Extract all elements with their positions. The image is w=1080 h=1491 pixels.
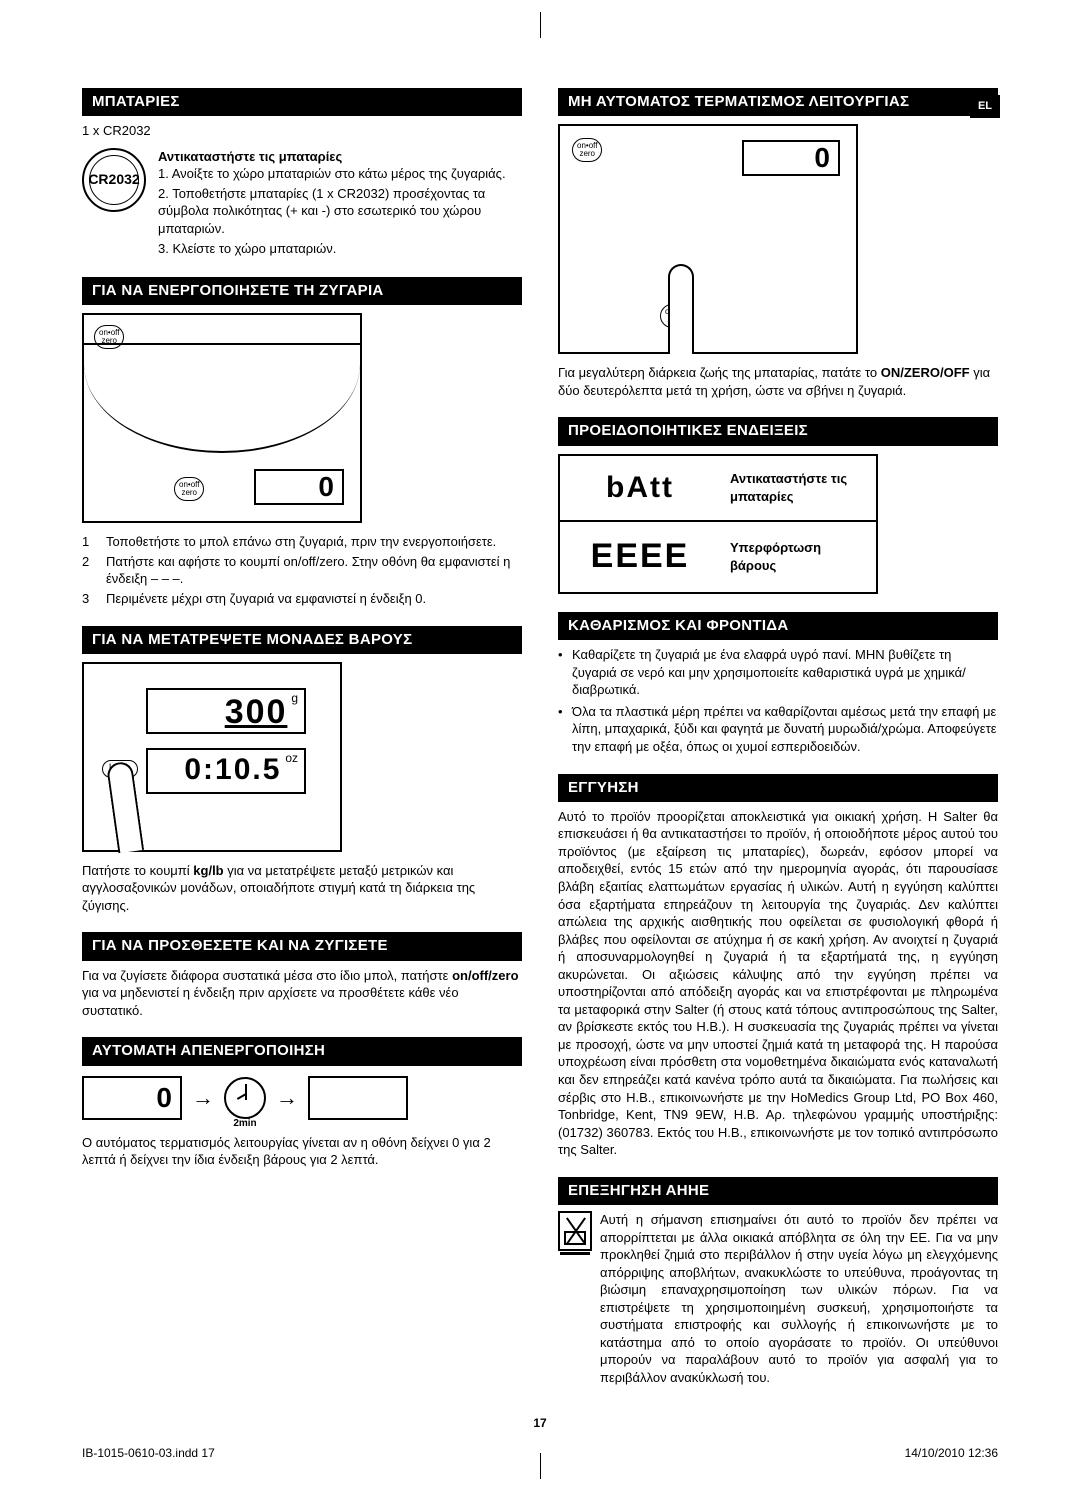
finger-icon [668, 264, 694, 354]
table-row: bAtt Αντικαταστήστε τις μπαταρίες [560, 456, 876, 523]
warranty-body: Αυτό το προϊόν προορίζεται αποκλειστικά … [558, 808, 998, 1159]
footer-date: 14/10/2010 12:36 [905, 1445, 998, 1461]
heading-add-weigh: ΓΙΑ ΝΑ ΠΡΟΣΘΕΣΕΤΕ ΚΑΙ ΝΑ ΖΥΓΙΣΕΤΕ [82, 932, 522, 960]
instruction-3: 3. Κλείστε το χώρο μπαταριών. [158, 240, 522, 258]
warning-label: Αντικαταστήστε τις μπαταρίες [720, 464, 876, 511]
section-manual-off: ΜΗ ΑΥΤΟΜΑΤΟΣ ΤΕΡΜΑΤΙΣΜΟΣ ΛΕΙΤΟΥΡΓΙΑΣ on•… [558, 88, 998, 399]
section-warranty: ΕΓΓΥΗΣΗ Αυτό το προϊόν προορίζεται αποκλ… [558, 774, 998, 1159]
table-row: EEEE Υπερφόρτωση βάρους [560, 522, 876, 592]
section-batteries: ΜΠΑΤΑΡΙΕΣ 1 x CR2032 CR2032 Αντικαταστήσ… [82, 88, 522, 259]
manual-off-body: Για μεγαλύτερη διάρκεια ζωής της μπαταρί… [558, 364, 998, 399]
weee-bin-icon [558, 1211, 592, 1251]
weee-body: Αυτή η σήμανση επισημαίνει ότι αυτό το π… [600, 1211, 998, 1386]
replace-heading: Αντικαταστήστε τις μπαταρίες [158, 148, 522, 166]
heading-turn-on: ΓΙΑ ΝΑ ΕΝΕΡΓΟΠΟΙΗΣΕΤΕ ΤΗ ΖΥΓΑΡΙΑ [82, 277, 522, 305]
unit-oz: oz [285, 751, 298, 765]
scale-diagram-1: on•off zero on•off zero 0 [82, 313, 362, 523]
section-cleaning: ΚΑΘΑΡΙΣΜΟΣ ΚΑΙ ΦΡΟΝΤΙΔΑ Καθαρίζετε τη ζυ… [558, 612, 998, 756]
footer-file: IB-1015-0610-03.indd 17 [82, 1445, 215, 1461]
battery-icon: CR2032 [82, 148, 146, 212]
page-number: 17 [0, 1415, 1080, 1431]
segment-batt: bAtt [560, 456, 720, 521]
display-icon: 0 [82, 1076, 182, 1120]
battery-label: CR2032 [88, 170, 139, 189]
display-value: 300 [225, 693, 288, 731]
turn-on-steps: 1Τοποθετήστε το μπολ επάνω στη ζυγαριά, … [82, 533, 522, 607]
instruction-1: 1. Ανοίξτε το χώρο μπαταριών στο κάτω μέ… [158, 165, 522, 183]
heading-weee: ΕΠΕΞΗΓΗΣΗ ΑΗΗΕ [558, 1177, 998, 1205]
bowl-outline-icon [84, 343, 360, 453]
footer: IB-1015-0610-03.indd 17 14/10/2010 12:36 [82, 1445, 998, 1461]
heading-warranty: ΕΓΓΥΗΣΗ [558, 774, 998, 802]
unit-g: g [291, 691, 298, 705]
finger-icon [106, 760, 144, 853]
warning-table: bAtt Αντικαταστήστε τις μπαταρίες EEEE Υ… [558, 454, 878, 594]
display-icon: 0 [254, 469, 344, 505]
convert-diagram: 300 g 0:10.5 oz kg•lb [82, 662, 342, 852]
scale-diagram-2: on•off zero 0 on•off zero [558, 124, 858, 354]
section-convert: ΓΙΑ ΝΑ ΜΕΤΑΤΡΕΨΕΤΕ ΜΟΝΑΔΕΣ ΒΑΡΟΥΣ 300 g … [82, 626, 522, 915]
display-empty-icon [308, 1076, 408, 1120]
left-column: ΜΠΑΤΑΡΙΕΣ 1 x CR2032 CR2032 Αντικαταστήσ… [82, 88, 522, 1404]
instruction-2: 2. Τοποθετήστε μπαταρίες (1 x CR2032) πρ… [158, 185, 522, 238]
display-value: 0:10.5 [184, 753, 281, 786]
heading-auto-off: ΑΥΤΟΜΑΤΗ ΑΠΕΝΕΡΓΟΠΟΙΗΣΗ [82, 1037, 522, 1065]
convert-body: Πατήστε το κουμπί kg/lb για να μετατρέψε… [82, 862, 522, 915]
heading-convert: ΓΙΑ ΝΑ ΜΕΤΑΤΡΕΨΕΤΕ ΜΟΝΑΔΕΣ ΒΑΡΟΥΣ [82, 626, 522, 654]
heading-batteries: ΜΠΑΤΑΡΙΕΣ [82, 88, 522, 116]
section-turn-on: ΓΙΑ ΝΑ ΕΝΕΡΓΟΠΟΙΗΣΕΤΕ ΤΗ ΖΥΓΑΡΙΑ on•off … [82, 277, 522, 607]
section-add-weigh: ΓΙΑ ΝΑ ΠΡΟΣΘΕΣΕΤΕ ΚΑΙ ΝΑ ΖΥΓΙΣΕΤΕ Για να… [82, 932, 522, 1019]
heading-manual-off: ΜΗ ΑΥΤΟΜΑΤΟΣ ΤΕΡΜΑΤΙΣΜΟΣ ΛΕΙΤΟΥΡΓΙΑΣ [558, 88, 998, 116]
crop-mark-top [540, 12, 541, 38]
right-column: ΜΗ ΑΥΤΟΜΑΤΟΣ ΤΕΡΜΑΤΙΣΜΟΣ ΛΕΙΤΟΥΡΓΙΑΣ on•… [558, 88, 998, 1404]
display-icon: 0 [742, 140, 840, 176]
heading-cleaning: ΚΑΘΑΡΙΣΜΟΣ ΚΑΙ ΦΡΟΝΤΙΔΑ [558, 612, 998, 640]
arrow-icon: → [276, 1083, 298, 1113]
list-item: Καθαρίζετε τη ζυγαριά με ένα ελαφρά υγρό… [558, 646, 998, 699]
page-content: ΜΠΑΤΑΡΙΕΣ 1 x CR2032 CR2032 Αντικαταστήσ… [0, 0, 1080, 1404]
arrow-icon: → [192, 1083, 214, 1113]
clock-icon: 2min [224, 1077, 266, 1119]
list-item: Όλα τα πλαστικά μέρη πρέπει να καθαρίζον… [558, 703, 998, 756]
auto-off-diagram: 0 → 2min → [82, 1076, 522, 1120]
on-off-zero-icon: on•off zero [174, 477, 204, 501]
section-auto-off: ΑΥΤΟΜΑΤΗ ΑΠΕΝΕΡΓΟΠΟΙΗΣΗ 0 → 2min → Ο αυτ… [82, 1037, 522, 1168]
battery-spec: 1 x CR2032 [82, 122, 522, 140]
heading-warnings: ΠΡΟΕΙΔΟΠΟΙΗΤΙΚΕΣ ΕΝΔΕΙΞΕΙΣ [558, 417, 998, 445]
warning-label: Υπερφόρτωση βάρους [720, 533, 876, 580]
language-tab: EL [970, 95, 1000, 118]
section-weee: ΕΠΕΞΗΓΗΣΗ ΑΗΗΕ Αυτή η σήμανση επισημαίνε… [558, 1177, 998, 1387]
on-off-zero-icon: on•off zero [572, 138, 602, 162]
section-warnings: ΠΡΟΕΙΔΟΠΟΙΗΤΙΚΕΣ ΕΝΔΕΙΞΕΙΣ bAtt Αντικατα… [558, 417, 998, 594]
auto-off-body: Ο αυτόματος τερματισμός λειτουργίας γίνε… [82, 1134, 522, 1169]
add-weigh-body: Για να ζυγίσετε διάφορα συστατικά μέσα σ… [82, 967, 522, 1020]
segment-eeee: EEEE [560, 522, 720, 592]
